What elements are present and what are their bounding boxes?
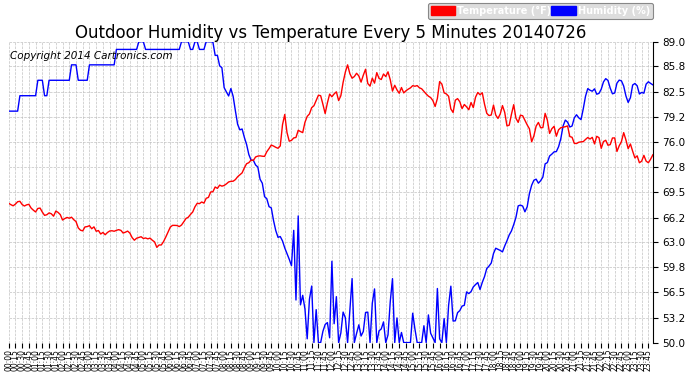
Legend: Temperature (°F), Humidity (%): Temperature (°F), Humidity (%) — [428, 3, 653, 18]
Title: Outdoor Humidity vs Temperature Every 5 Minutes 20140726: Outdoor Humidity vs Temperature Every 5 … — [75, 24, 586, 42]
Text: Copyright 2014 Cartronics.com: Copyright 2014 Cartronics.com — [10, 51, 172, 61]
